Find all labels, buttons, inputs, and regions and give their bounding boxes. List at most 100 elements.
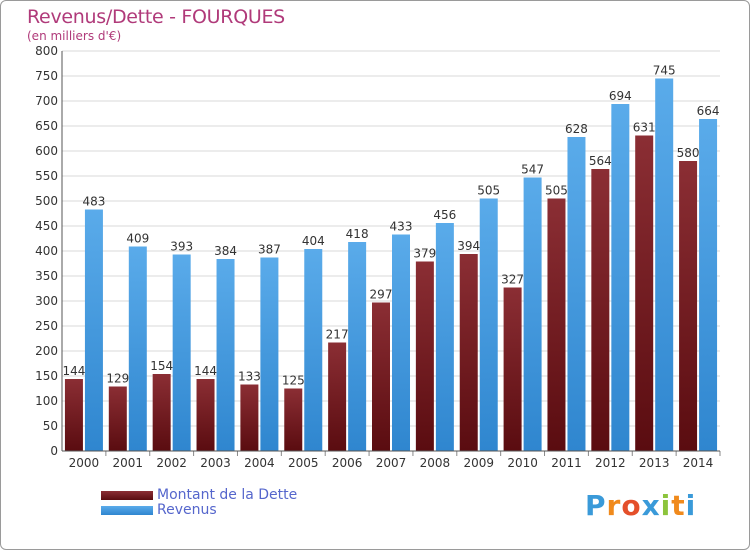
data-label: 125	[282, 374, 305, 388]
data-label: 297	[370, 288, 393, 302]
y-tick-label: 0	[50, 444, 58, 458]
y-tick-label: 500	[35, 194, 58, 208]
bar-dette	[284, 388, 303, 451]
x-tick-label: 2008	[420, 456, 451, 470]
x-tick-label: 2003	[200, 456, 231, 470]
bar-revenus	[172, 254, 191, 451]
data-label: 217	[326, 328, 349, 342]
data-label: 456	[433, 208, 456, 222]
x-tick-label: 2007	[376, 456, 407, 470]
data-label: 483	[82, 195, 105, 209]
y-tick-label: 350	[35, 269, 58, 283]
bar-revenus	[435, 223, 454, 451]
y-tick-label: 200	[35, 344, 58, 358]
y-tick-label: 300	[35, 294, 58, 308]
chart-subtitle: (en milliers d'€)	[27, 29, 122, 43]
bar-dette	[152, 374, 171, 451]
data-labels: 144 483 129 409 154 393 144 384 133 387 125 404 217 4…	[62, 64, 719, 388]
y-tick-label: 50	[43, 419, 58, 433]
data-label: 393	[170, 240, 193, 254]
data-label: 144	[62, 364, 85, 378]
y-tick-label: 150	[35, 369, 58, 383]
data-label: 394	[457, 239, 480, 253]
data-label: 745	[653, 64, 676, 78]
x-tick-label: 2009	[463, 456, 494, 470]
y-tick-labels: 0 50 100 150 200 250 300 350 400 450 500 550 600 650 7…	[35, 44, 58, 458]
data-label: 379	[413, 247, 436, 261]
logo-letter: t	[671, 489, 686, 522]
y-tick-label: 550	[35, 169, 58, 183]
data-label: 628	[565, 122, 588, 136]
logo-letter: o	[621, 489, 642, 522]
x-tick-label: 2005	[288, 456, 319, 470]
x-tick-label: 2014	[683, 456, 714, 470]
logo-letter: i	[685, 489, 697, 522]
data-label: 154	[150, 359, 173, 373]
data-label: 404	[302, 234, 325, 248]
data-label: 418	[346, 227, 369, 241]
logo-letter: r	[606, 489, 622, 522]
y-tick-label: 600	[35, 144, 58, 158]
bar-revenus	[611, 104, 630, 451]
legend-label-revenus: Revenus	[157, 502, 217, 518]
legend-label-dette: Montant de la Dette	[157, 487, 298, 503]
bar-dette	[591, 169, 610, 451]
bar-revenus	[699, 119, 718, 451]
data-label: 129	[106, 372, 129, 386]
y-tick-label: 800	[35, 44, 58, 58]
legend-item-revenus: Revenus	[101, 502, 217, 518]
y-tick-label: 400	[35, 244, 58, 258]
legend-swatch-revenus	[101, 505, 153, 515]
data-label: 547	[521, 163, 544, 177]
data-label: 505	[545, 184, 568, 198]
x-tick-labels: 2000 2001 2002 2003 2004 2005 2006 2007 2008 2009…	[69, 451, 721, 470]
bar-dette	[547, 198, 566, 451]
data-label: 387	[258, 243, 281, 257]
bar-revenus	[84, 209, 103, 451]
logo-letter: P	[585, 489, 607, 522]
data-label: 433	[390, 220, 413, 234]
bar-revenus	[128, 246, 147, 451]
data-label: 505	[477, 184, 500, 198]
bar-dette	[679, 161, 698, 451]
bar-dette	[415, 261, 434, 451]
x-tick-label: 2013	[639, 456, 670, 470]
data-label: 694	[609, 89, 632, 103]
logo-letter: i	[660, 489, 672, 522]
bar-dette	[372, 302, 390, 451]
data-label: 409	[126, 232, 149, 246]
grid-lines	[62, 50, 720, 452]
bar-revenus	[304, 249, 323, 451]
bar-dette	[108, 386, 127, 451]
legend-swatch-dette	[101, 490, 153, 500]
data-label: 133	[238, 370, 261, 384]
data-label: 580	[677, 146, 700, 160]
data-label: 664	[697, 104, 720, 118]
x-tick-label: 2001	[113, 456, 144, 470]
y-tick-label: 650	[35, 119, 58, 133]
x-tick-label: 2010	[507, 456, 538, 470]
x-tick-label: 2011	[551, 456, 582, 470]
bar-dette	[196, 379, 215, 451]
x-tick-label: 2000	[69, 456, 100, 470]
data-label: 564	[589, 154, 612, 168]
bar-revenus	[216, 259, 235, 451]
bar-dette	[459, 254, 478, 451]
y-tick-label: 450	[35, 219, 58, 233]
logo-letter: x	[641, 489, 661, 522]
y-tick-label: 100	[35, 394, 58, 408]
y-tick-label: 250	[35, 319, 58, 333]
axes	[61, 51, 720, 452]
bar-revenus	[348, 242, 367, 451]
y-tick-label: 750	[35, 69, 58, 83]
chart-title: Revenus/Dette - FOURQUES	[27, 6, 285, 28]
bar-dette	[64, 379, 83, 451]
bar-dette	[328, 342, 347, 451]
bar-dette	[635, 135, 654, 451]
data-label: 327	[501, 273, 524, 287]
x-tick-label: 2006	[332, 456, 363, 470]
bar-revenus	[479, 198, 498, 451]
bar-dette	[503, 287, 522, 451]
x-tick-label: 2004	[244, 456, 275, 470]
